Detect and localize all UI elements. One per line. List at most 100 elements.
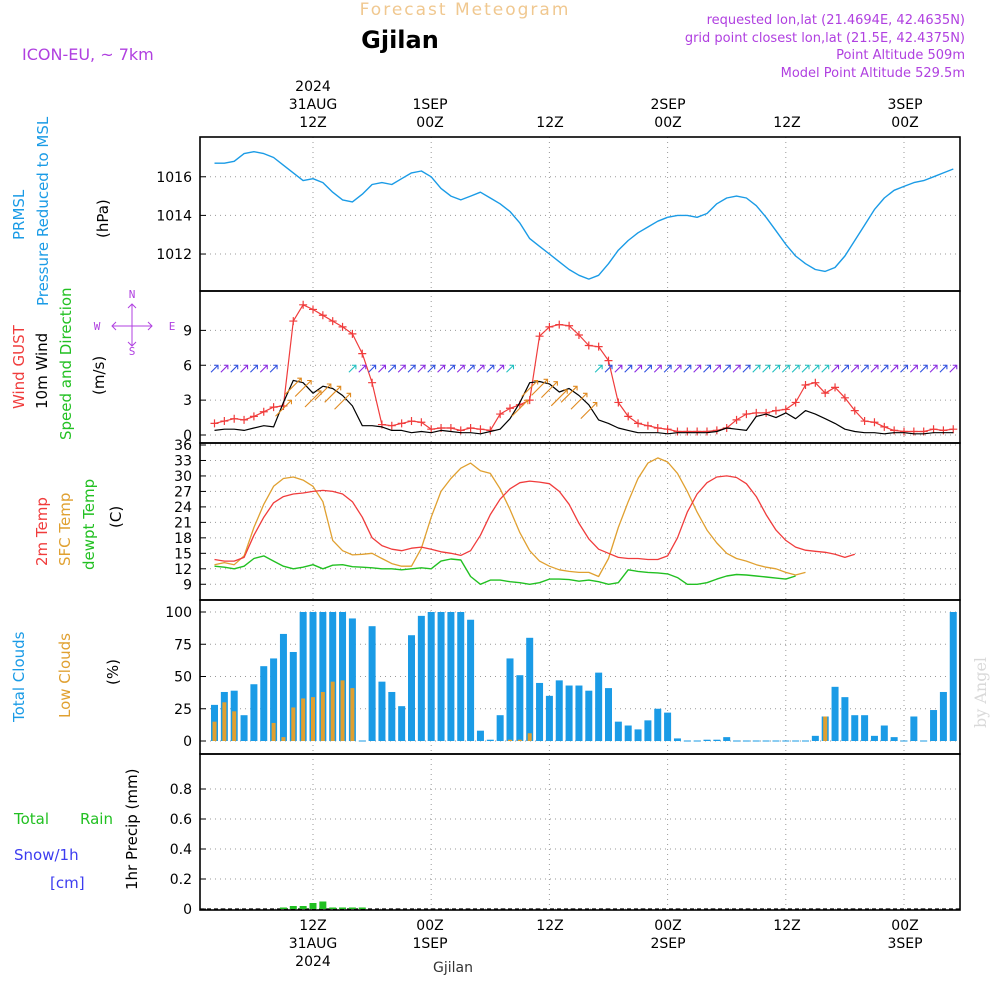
total-cloud-bar: [506, 658, 514, 741]
gust-marker: [781, 405, 790, 414]
model-altitude: Model Point Altitude 529.5m: [781, 66, 965, 81]
gust-marker: [387, 421, 396, 430]
sfc-temp-line: [214, 457, 806, 578]
total-cloud-bar: [595, 672, 603, 741]
total-cloud-bar: [614, 721, 622, 741]
y-tick-label: 0.2: [170, 872, 192, 888]
panel-frame: [199, 442, 961, 601]
wind-direction-arrow: [732, 364, 741, 373]
chart-title: Forecast Meteogram: [360, 0, 571, 20]
gust-marker: [535, 332, 544, 341]
gust-marker: [732, 415, 741, 424]
gust-marker: [358, 349, 367, 358]
total-cloud-bar: [575, 685, 583, 741]
temp-labels: 2m Temp SFC Temp dewpt Temp (C): [33, 479, 125, 570]
wind-direction-arrow: [284, 377, 302, 395]
gust-marker: [496, 410, 505, 419]
total-cloud-bar: [427, 612, 435, 741]
total-cloud-bar: [723, 737, 731, 741]
total-cloud-bar: [447, 612, 455, 741]
total-cloud-bar: [654, 708, 662, 741]
gust-marker: [555, 320, 564, 329]
total-cloud-bar: [486, 739, 494, 741]
rain-bar: [348, 907, 356, 909]
gust-marker: [850, 406, 859, 415]
gust-marker: [407, 417, 416, 426]
bottom-time-label: 00Z 2SEP: [650, 918, 685, 952]
total-cloud-bar: [861, 715, 869, 741]
y-tick-label: 100: [165, 605, 192, 621]
gust-marker: [791, 398, 800, 407]
wind-direction-arrow: [850, 364, 859, 373]
wind-direction-arrow: [949, 364, 958, 373]
rain-bar: [289, 906, 297, 909]
pressure-label-2: Pressure Reduced to MSL: [34, 116, 52, 306]
total-cloud-bar: [910, 716, 918, 741]
wind-direction-arrow: [683, 364, 692, 373]
total-cloud-bar: [368, 626, 376, 741]
wind-direction-arrow: [334, 392, 352, 410]
panel-frame: [199, 136, 961, 292]
total-cloud-bar: [329, 612, 337, 741]
top-time-label: 1SEP 00Z: [412, 97, 447, 131]
top-time-label: 3SEP 00Z: [887, 97, 922, 131]
total-cloud-bar: [703, 739, 711, 741]
bottom-time-line1: 00Z: [416, 918, 443, 934]
total-cloud-bar: [545, 695, 553, 741]
top-time-line3: 00Z: [416, 115, 443, 131]
total-cloud-bar: [949, 612, 957, 741]
gust-marker: [565, 321, 574, 330]
wind-line: [214, 379, 954, 435]
bottom-time-line2: 1SEP: [412, 936, 447, 952]
frame-layer: [199, 136, 961, 911]
gust-marker: [594, 342, 603, 351]
compass-south: S: [129, 345, 136, 358]
gust-marker: [309, 305, 317, 314]
y-tick-label: 24: [174, 500, 192, 516]
y-tick-label: 0: [183, 902, 192, 918]
wind-direction-arrow: [358, 364, 367, 373]
wind-direction-arrow: [900, 364, 909, 373]
total-cloud-bar: [880, 725, 888, 741]
wind-direction-arrow: [506, 364, 515, 373]
y-tick-label: 1016: [156, 170, 192, 186]
wind-direction-arrow: [919, 364, 928, 373]
bottom-time-label: 12Z: [773, 918, 800, 934]
wind-direction-arrow: [752, 364, 761, 373]
rain-bar: [329, 907, 337, 909]
compass-icon: N S W E: [94, 288, 176, 358]
rain-bar: [339, 907, 347, 909]
precip-unit: 1hr Precip (mm): [123, 769, 141, 890]
t2m-label: 2m Temp: [33, 497, 51, 566]
wind-direction-arrow: [880, 364, 889, 373]
wind-direction-arrow: [368, 364, 377, 373]
gust-line: [214, 304, 954, 433]
pressure-label-1: PRMSL: [10, 189, 28, 240]
total-cloud-bar: [270, 658, 278, 741]
gust-marker: [446, 424, 455, 433]
wind-direction-arrow: [531, 378, 549, 396]
gust-marker: [614, 398, 623, 407]
total-cloud-bar: [417, 615, 425, 741]
gust-marker: [210, 419, 219, 428]
wind-direction-arrow: [437, 364, 446, 373]
gust-marker: [328, 317, 337, 326]
rain-bar: [309, 903, 317, 909]
wind-direction-arrow: [781, 364, 790, 373]
y-tick-label: 27: [174, 484, 192, 500]
gust-marker: [220, 417, 229, 426]
low-cloud-bar: [281, 737, 286, 741]
wind-direction-arrow: [821, 364, 830, 373]
bottom-time-line2: 3SEP: [887, 936, 922, 952]
wind-direction-arrow: [314, 383, 332, 401]
wind-direction-arrow: [378, 364, 386, 373]
wind-direction-arrow: [486, 364, 495, 373]
y-tick-label: 30: [174, 469, 192, 485]
sfc-label: SFC Temp: [56, 493, 74, 566]
wind-direction-arrow: [230, 364, 239, 373]
wind-direction-arrow: [762, 364, 771, 373]
total-cloud-bar: [309, 612, 317, 741]
wind-direction-arrow: [240, 364, 249, 373]
wind-direction-arrow: [663, 364, 672, 373]
rain-bar: [279, 907, 287, 909]
